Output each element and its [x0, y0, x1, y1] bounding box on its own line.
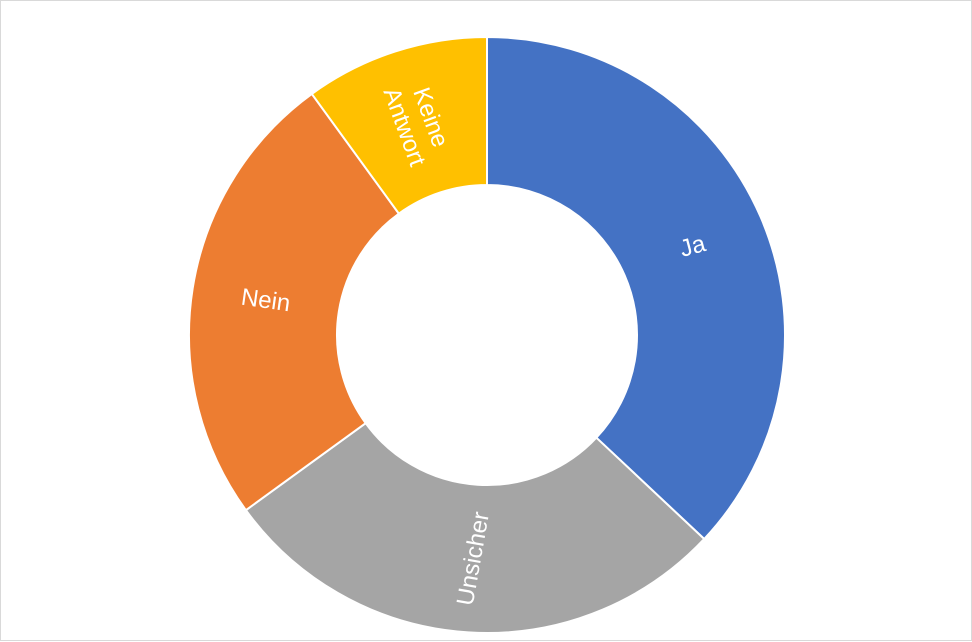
slice-nein [188, 92, 400, 512]
slice-keine-antwort [310, 36, 488, 215]
donut-slices [188, 36, 786, 634]
slice-ja [486, 36, 786, 540]
slice-unsicher [244, 422, 706, 634]
